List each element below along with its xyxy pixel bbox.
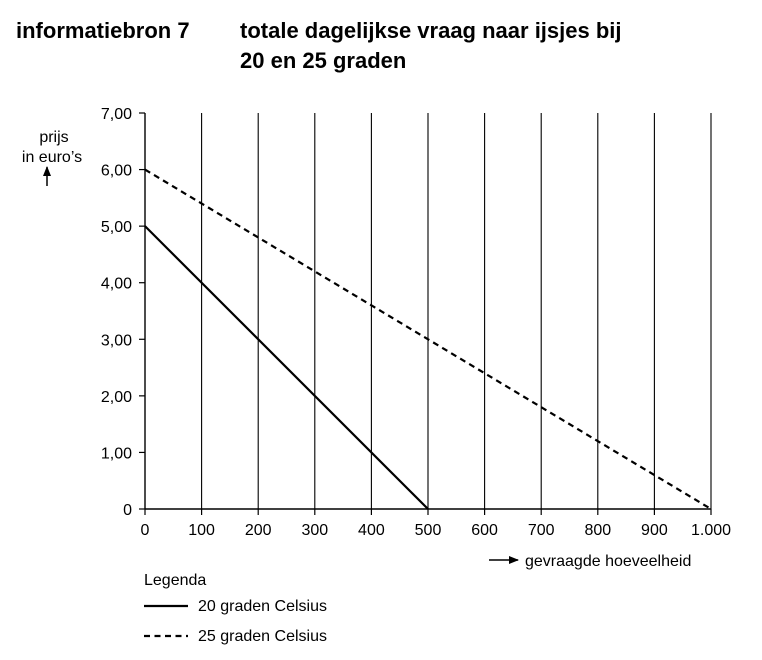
x-tick-label: 900 xyxy=(641,522,668,539)
y-tick-label: 2,00 xyxy=(101,389,132,406)
chart-title-line-1: totale dagelijkse vraag naar ijsjes bij xyxy=(240,18,622,43)
y-tick-label: 4,00 xyxy=(101,276,132,293)
x-tick-label: 400 xyxy=(358,522,385,539)
source-label: informatiebron 7 xyxy=(16,18,190,43)
x-axis-label: gevraagde hoeveelheid xyxy=(525,553,691,570)
x-tick-label: 600 xyxy=(471,522,498,539)
x-tick-label: 300 xyxy=(301,522,328,539)
chart-title-line-2: 20 en 25 graden xyxy=(240,48,407,73)
x-tick-label: 500 xyxy=(415,522,442,539)
series-line-20-graden xyxy=(144,225,429,510)
y-tick-label: 7,00 xyxy=(101,106,132,123)
y-tick-label: 1,00 xyxy=(101,445,132,462)
series-lines xyxy=(144,168,712,510)
legend-entry-20-graden: 20 graden Celsius xyxy=(198,598,327,615)
y-tick-label: 6,00 xyxy=(101,163,132,180)
y-axis-label-line-2: in euro’s xyxy=(22,149,82,166)
series-line-25-graden xyxy=(144,168,712,510)
x-tick-label: 1.000 xyxy=(691,522,731,539)
x-tick-label: 700 xyxy=(528,522,555,539)
x-tick-label: 800 xyxy=(584,522,611,539)
x-tick-label: 0 xyxy=(141,522,150,539)
legend-title: Legenda xyxy=(144,572,206,589)
x-tick-label: 200 xyxy=(245,522,272,539)
legend: Legenda 20 graden Celsius 25 graden Cels… xyxy=(144,572,327,645)
y-tick-label: 0 xyxy=(123,502,132,519)
y-axis-label-line-1: prijs xyxy=(39,129,68,146)
y-tick-label: 5,00 xyxy=(101,219,132,236)
y-tick-label: 3,00 xyxy=(101,332,132,349)
legend-entry-25-graden: 25 graden Celsius xyxy=(198,628,327,645)
tick-labels: 0 100 200 300 400 500 600 700 800 900 1.000 0 1,00 2,… xyxy=(101,106,731,539)
grid-lines xyxy=(201,113,712,509)
x-tick-label: 100 xyxy=(188,522,215,539)
